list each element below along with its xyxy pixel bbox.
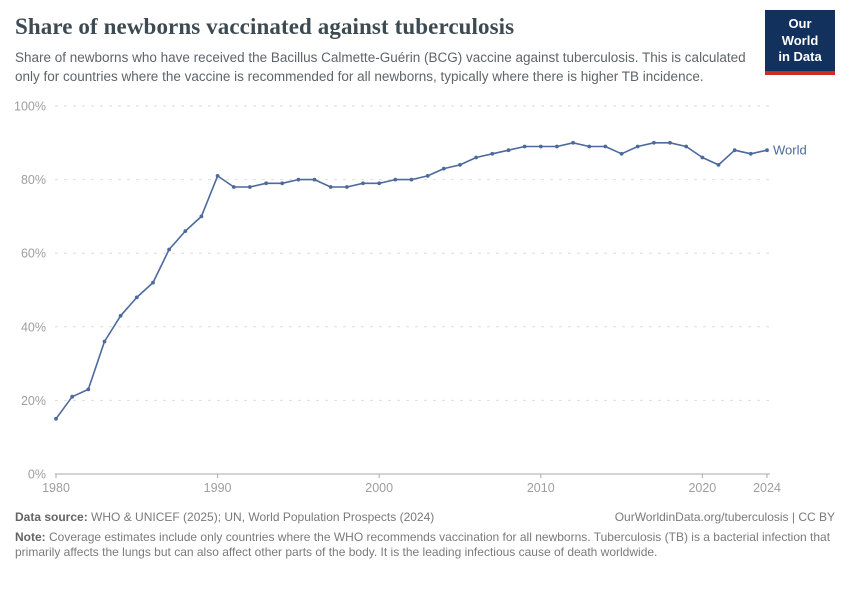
data-point[interactable] bbox=[635, 144, 640, 148]
data-source-text: WHO & UNICEF (2025); UN, World Populatio… bbox=[87, 509, 435, 524]
data-point[interactable] bbox=[151, 280, 155, 285]
data-point[interactable] bbox=[458, 162, 462, 167]
chart-footer: Data source: WHO & UNICEF (2025); UN, Wo… bbox=[15, 510, 835, 561]
data-point[interactable] bbox=[264, 180, 268, 185]
y-tick-label: 0% bbox=[28, 467, 46, 481]
data-point[interactable] bbox=[70, 394, 75, 399]
data-point[interactable] bbox=[345, 184, 349, 189]
data-point[interactable] bbox=[199, 214, 204, 218]
chart-header: Share of newborns vaccinated against tub… bbox=[15, 10, 835, 87]
data-point[interactable] bbox=[732, 147, 737, 152]
note-text: Coverage estimates include only countrie… bbox=[15, 529, 831, 560]
data-point[interactable] bbox=[474, 155, 478, 159]
owid-logo[interactable]: Our World in Data bbox=[765, 10, 835, 75]
logo-line-2: in Data bbox=[778, 49, 822, 65]
data-point[interactable] bbox=[409, 177, 414, 182]
x-tick-label: 2000 bbox=[365, 481, 393, 495]
data-point[interactable] bbox=[361, 180, 365, 185]
data-point[interactable] bbox=[506, 147, 511, 152]
data-point[interactable] bbox=[280, 180, 285, 185]
data-point[interactable] bbox=[700, 155, 705, 159]
chart-line[interactable] bbox=[55, 141, 768, 420]
data-point[interactable] bbox=[748, 151, 753, 156]
series-label: World bbox=[773, 142, 807, 157]
logo-line-1: Our World bbox=[781, 16, 819, 48]
page-title: Share of newborns vaccinated against tub… bbox=[15, 14, 515, 39]
note-label: Note: bbox=[15, 529, 46, 544]
data-point[interactable] bbox=[652, 140, 656, 145]
y-tick-label: 60% bbox=[21, 246, 46, 260]
data-point[interactable] bbox=[248, 184, 252, 189]
data-point[interactable] bbox=[328, 184, 333, 189]
data-point[interactable] bbox=[54, 416, 58, 421]
data-point[interactable] bbox=[538, 144, 543, 148]
data-point[interactable] bbox=[587, 144, 592, 148]
data-point[interactable] bbox=[441, 166, 446, 171]
chart-subtitle: Share of newborns who have received the … bbox=[15, 50, 746, 85]
data-point[interactable] bbox=[183, 228, 188, 233]
data-source-label: Data source: bbox=[15, 509, 88, 524]
line-chart[interactable]: 0% 20% 40% 60% 80% 100% 1980 1990 2000 2010 2020 20… bbox=[15, 94, 835, 500]
y-tick-label: 100% bbox=[15, 99, 46, 113]
data-point[interactable] bbox=[215, 173, 220, 178]
data-point[interactable] bbox=[522, 144, 527, 148]
x-tick-label: 2020 bbox=[688, 481, 716, 495]
data-point[interactable] bbox=[167, 247, 172, 251]
data-point[interactable] bbox=[603, 144, 608, 148]
data-point[interactable] bbox=[296, 177, 301, 182]
x-tick-label: 1990 bbox=[204, 481, 232, 495]
data-point[interactable] bbox=[668, 140, 672, 145]
source-row: Data source: WHO & UNICEF (2025); UN, Wo… bbox=[15, 510, 835, 524]
data-point[interactable] bbox=[490, 151, 495, 156]
y-tick-label: 20% bbox=[21, 393, 46, 407]
data-point[interactable] bbox=[571, 140, 575, 145]
data-point[interactable] bbox=[312, 177, 317, 182]
license-link[interactable]: OurWorldinData.org/tuberculosis | CC BY bbox=[614, 509, 835, 524]
data-point[interactable] bbox=[765, 147, 769, 152]
data-point[interactable] bbox=[102, 339, 107, 343]
x-tick-label: 2024 bbox=[753, 481, 781, 495]
data-point[interactable] bbox=[619, 151, 624, 156]
data-point[interactable] bbox=[716, 162, 721, 167]
data-point[interactable] bbox=[425, 173, 430, 178]
data-point[interactable] bbox=[231, 184, 236, 189]
y-tick-label: 40% bbox=[21, 320, 46, 334]
chart-note: Note: Coverage estimates include only co… bbox=[15, 530, 835, 561]
data-point[interactable] bbox=[86, 387, 91, 391]
data-point[interactable] bbox=[134, 295, 139, 299]
x-tick-label: 2010 bbox=[527, 481, 555, 495]
x-tick-label: 1980 bbox=[42, 481, 70, 495]
data-point[interactable] bbox=[377, 180, 382, 185]
y-tick-label: 80% bbox=[21, 173, 46, 187]
data-point[interactable] bbox=[393, 177, 398, 182]
data-point[interactable] bbox=[555, 144, 559, 148]
data-point[interactable] bbox=[684, 144, 689, 148]
data-point[interactable] bbox=[118, 313, 123, 318]
data-source: Data source: WHO & UNICEF (2025); UN, Wo… bbox=[15, 510, 434, 524]
